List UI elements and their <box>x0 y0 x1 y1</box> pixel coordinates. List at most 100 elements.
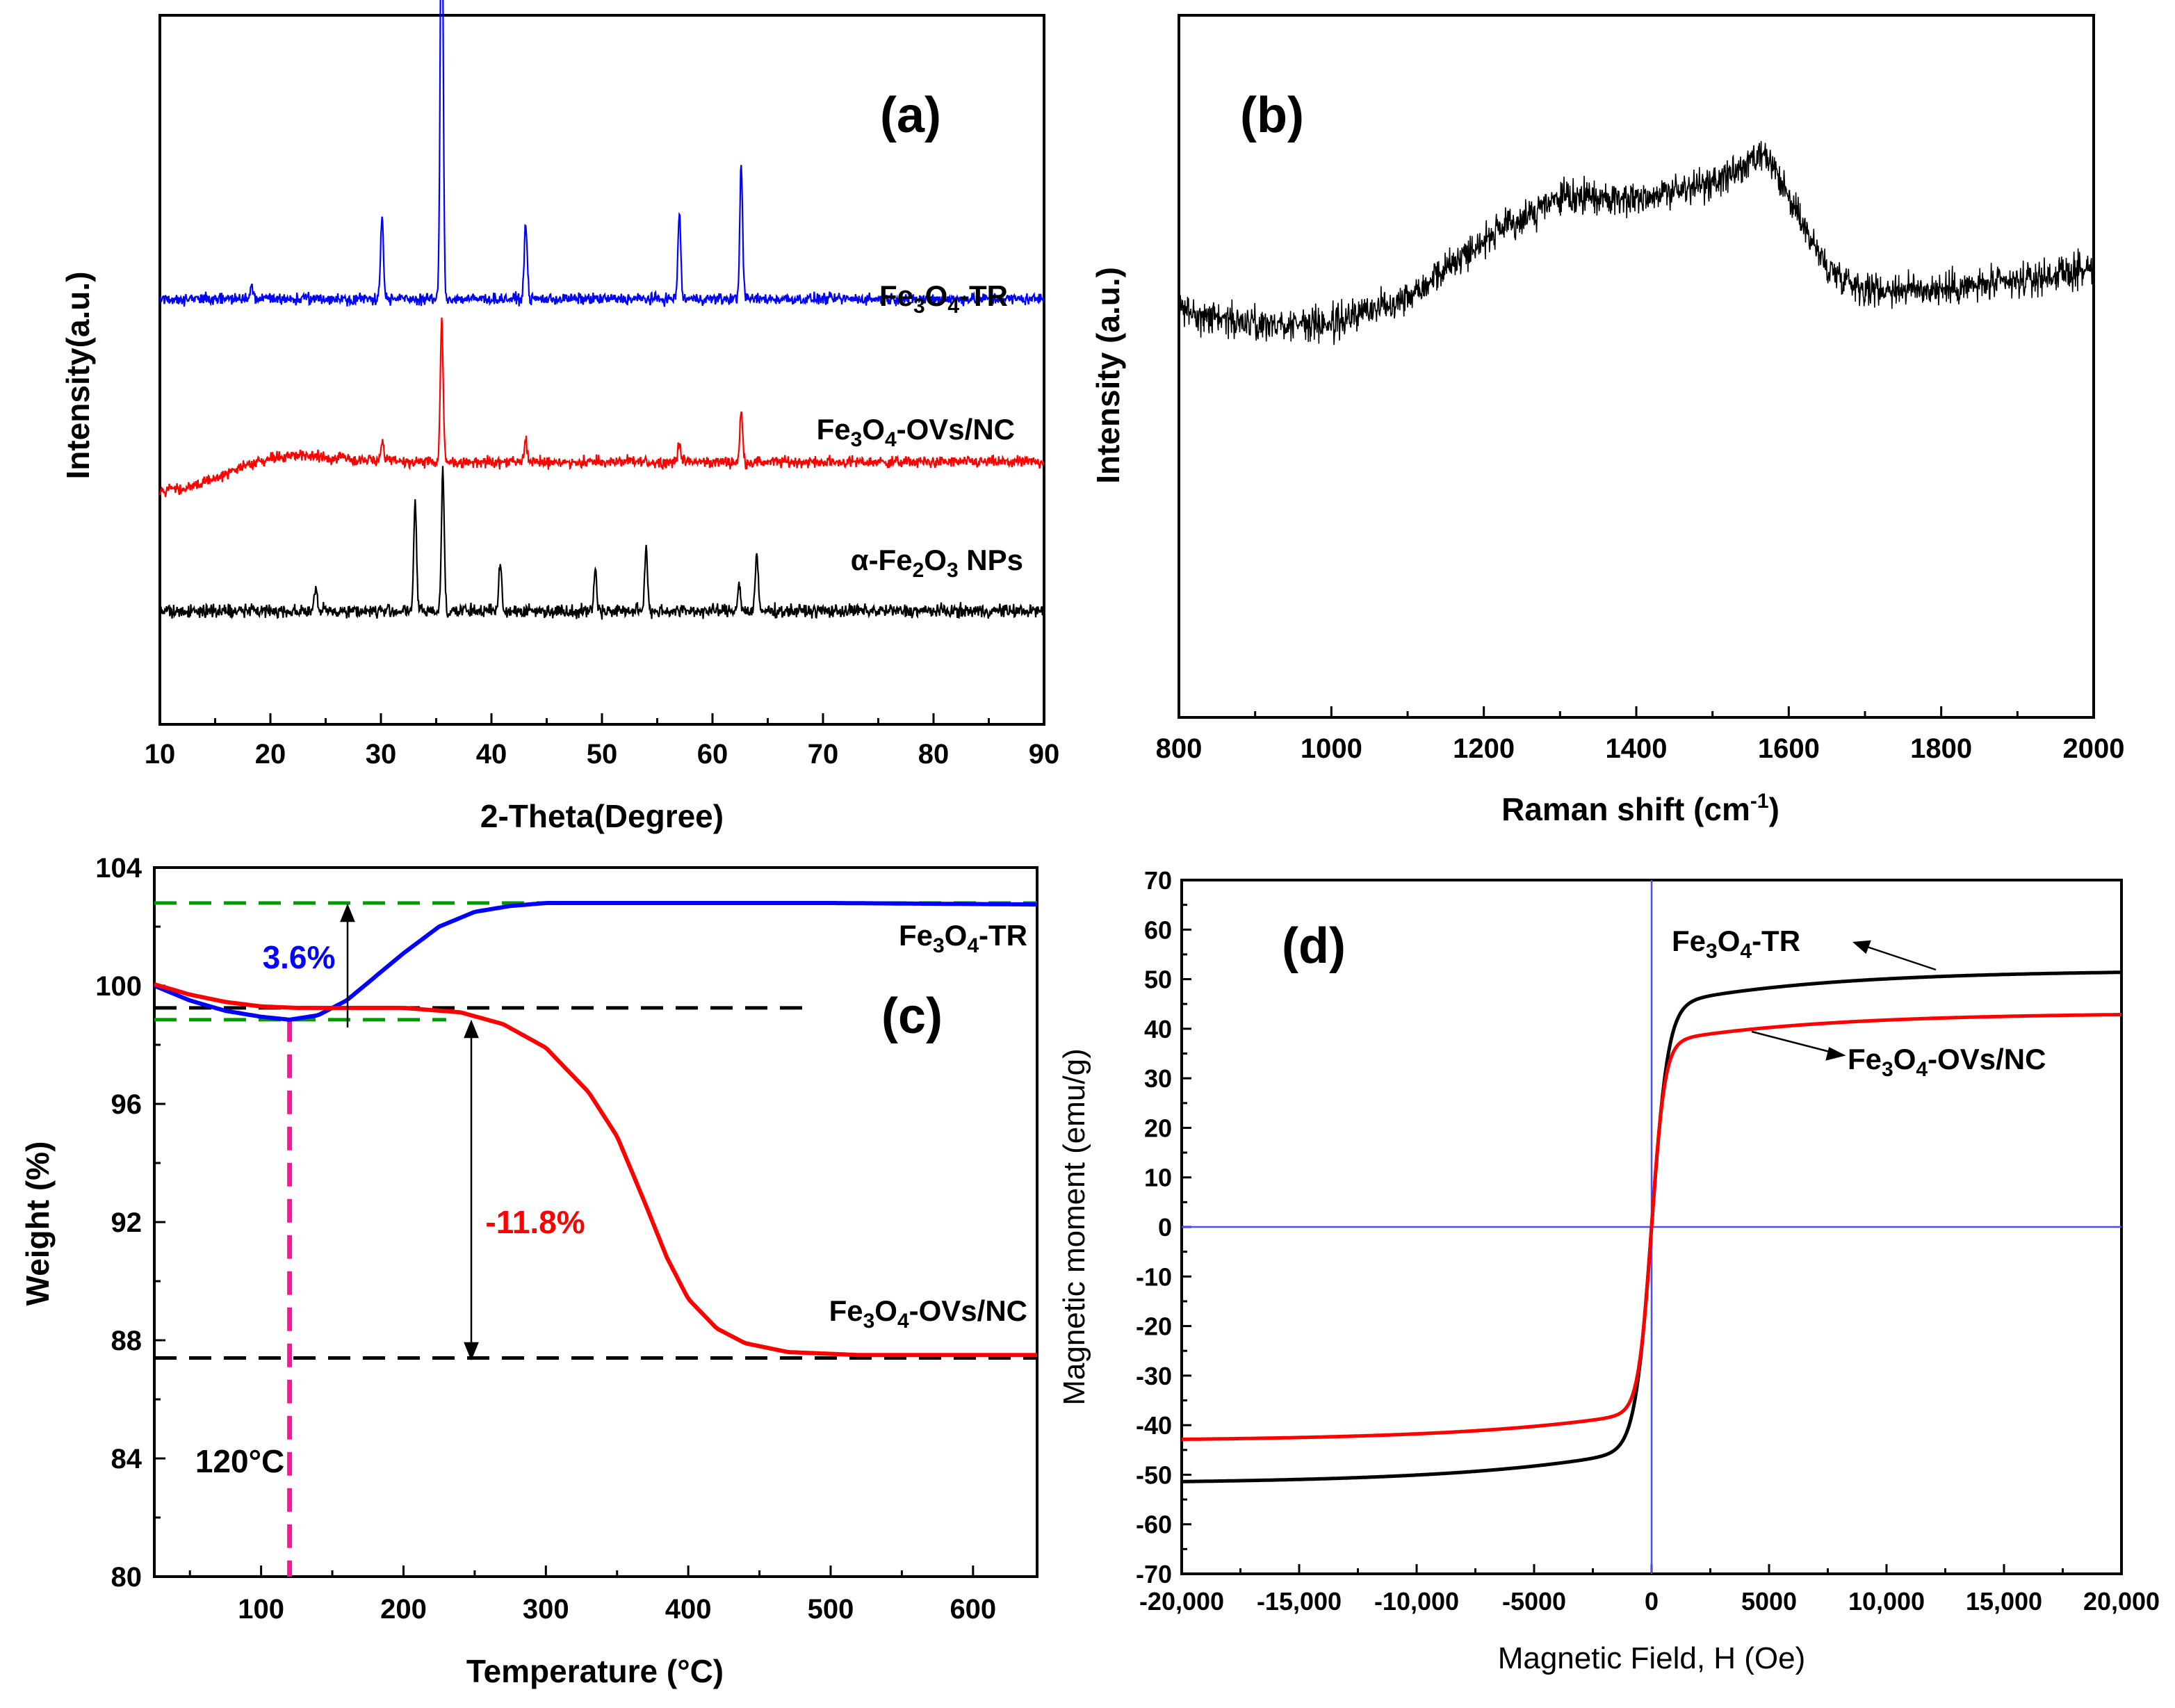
y-tick-label: 0 <box>1158 1213 1172 1242</box>
series-label-fe3o4-tr-c: Fe3O4-TR <box>899 919 1027 957</box>
x-tick-label: 2000 <box>2063 733 2125 764</box>
panel-a-series <box>158 0 1045 620</box>
y-tick-label: -10 <box>1136 1262 1172 1291</box>
xrd-series-fe3o4-tr <box>159 0 1045 307</box>
panel-b: 800 1000 1200 1400 1600 1800 2000 (b) Raman sh… <box>1090 14 2125 827</box>
panel-c: 100 200 300 400 500 600 80 84 88 92 96 100 104 (c) 3… <box>19 853 1038 1689</box>
x-tick-label: -10,000 <box>1374 1587 1459 1616</box>
panel-b-frame <box>1178 14 2095 719</box>
y-tick-label: -40 <box>1136 1411 1172 1440</box>
series-label-fe3o4-ovs-nc-d: Fe3O4-OVs/NC <box>1848 1043 2046 1081</box>
raman-series <box>1178 140 2094 345</box>
x-tick-label: 10,000 <box>1848 1587 1925 1616</box>
series-label-fe3o4-tr-a: Fe3O4-TR <box>879 279 1008 318</box>
mass-loss-arrowhead-bottom <box>464 1342 479 1361</box>
y-tick-label: -50 <box>1136 1461 1172 1489</box>
y-tick-label: 20 <box>1144 1114 1172 1142</box>
y-tick-label: -60 <box>1136 1511 1172 1539</box>
panel-c-arrows <box>340 903 479 1361</box>
y-tick-label: 100 <box>95 971 142 1002</box>
y-tick-label: -20 <box>1136 1312 1172 1341</box>
ovs-pointer-head <box>1825 1047 1846 1061</box>
y-tick-label: -30 <box>1136 1362 1172 1390</box>
y-tick-label: 84 <box>111 1444 142 1474</box>
x-tick-label: 600 <box>950 1594 996 1625</box>
x-tick-label: 20 <box>255 739 286 770</box>
panel-a-x-axis-label: 2-Theta(Degree) <box>480 798 724 834</box>
x-tick-label: -15,000 <box>1257 1587 1342 1616</box>
mass-loss-arrowhead-top <box>464 1019 479 1039</box>
mass-gain-arrowhead <box>340 903 355 922</box>
temperature-annotation: 120°C <box>195 1443 284 1479</box>
panel-d-y-axis-label: Magnetic moment (emu/g) <box>1057 1048 1091 1406</box>
panel-b-y-axis-label: Intensity (a.u.) <box>1090 267 1126 484</box>
panel-b-label: (b) <box>1240 88 1304 143</box>
y-tick-label: 70 <box>1144 866 1172 895</box>
panel-d-series <box>1182 970 2121 1483</box>
tga-series-fe3o4-ovs-nc <box>154 982 1037 1358</box>
y-tick-label: -70 <box>1136 1560 1172 1588</box>
x-tick-label: 15,000 <box>1966 1587 2042 1616</box>
panel-c-series <box>153 901 1037 1358</box>
mh-series-fe3o4-ovs-nc <box>1182 1013 2121 1441</box>
panel-c-x-axis-label: Temperature (°C) <box>466 1653 724 1689</box>
x-tick-label: 1000 <box>1301 733 1362 764</box>
panel-a-x-ticks: 10 20 30 40 50 60 70 80 90 <box>145 713 1060 770</box>
x-tick-label: 400 <box>665 1594 712 1625</box>
x-tick-label: 5000 <box>1741 1587 1797 1616</box>
xrd-series-alpha-fe2o3 <box>159 466 1045 620</box>
y-tick-label: 30 <box>1144 1064 1172 1093</box>
y-tick-label: 60 <box>1144 916 1172 944</box>
x-tick-label: 20,000 <box>2083 1587 2160 1616</box>
mass-loss-annotation: -11.8% <box>485 1204 585 1240</box>
panel-a-y-axis-label: Intensity(a.u.) <box>60 271 96 479</box>
panel-c-y-axis-label: Weight (%) <box>19 1141 56 1306</box>
x-tick-label: 60 <box>697 739 728 770</box>
xrd-series-fe3o4-ovs-nc <box>158 317 1045 498</box>
y-tick-label: 96 <box>111 1089 142 1120</box>
x-tick-label: 90 <box>1029 739 1060 770</box>
series-label-fe3o4-ovs-nc-c: Fe3O4-OVs/NC <box>829 1294 1027 1333</box>
y-tick-label: 80 <box>111 1562 142 1593</box>
mass-gain-annotation: 3.6% <box>263 939 336 975</box>
panel-d-ticks: -20,000 -15,000 -10,000 -5000 0 5000 10,000 15,… <box>1136 866 2160 1616</box>
x-tick-label: 1800 <box>1910 733 1972 764</box>
panel-d-arrows <box>1751 940 1937 1061</box>
x-tick-label: 800 <box>1156 733 1203 764</box>
panel-b-x-axis-label: Raman shift (cm-1) <box>1501 790 1779 827</box>
x-tick-label: 70 <box>808 739 839 770</box>
x-tick-label: 1600 <box>1758 733 1820 764</box>
y-tick-label: 88 <box>111 1326 142 1356</box>
x-tick-label: 1400 <box>1606 733 1668 764</box>
x-tick-label: 50 <box>587 739 618 770</box>
y-tick-label: 50 <box>1144 966 1172 994</box>
x-tick-label: 40 <box>476 739 507 770</box>
x-tick-label: -20,000 <box>1139 1587 1224 1616</box>
tr-pointer-head <box>1852 940 1871 954</box>
x-tick-label: 30 <box>366 739 397 770</box>
x-tick-label: 100 <box>238 1594 284 1625</box>
x-tick-label: 500 <box>808 1594 854 1625</box>
panel-d-label: (d) <box>1282 918 1346 974</box>
y-tick-label: 40 <box>1144 1015 1172 1043</box>
x-tick-label: -5000 <box>1502 1587 1566 1616</box>
y-tick-label: 104 <box>95 853 142 884</box>
panel-d: -20,000 -15,000 -10,000 -5000 0 5000 10,000 15,… <box>1057 866 2160 1675</box>
x-tick-label: 0 <box>1645 1587 1659 1616</box>
x-tick-label: 1200 <box>1453 733 1515 764</box>
series-label-fe3o4-ovs-nc-a: Fe3O4-OVs/NC <box>817 413 1015 451</box>
tr-pointer-line <box>1862 944 1937 971</box>
x-tick-label: 200 <box>380 1594 427 1625</box>
panel-a: 10 20 30 40 50 60 70 80 90 (a) 2-Theta(Degree) I… <box>60 0 1059 834</box>
x-tick-label: 10 <box>145 739 176 770</box>
panel-c-ticks: 100 200 300 400 500 600 80 84 88 92 96 100 104 <box>95 853 996 1625</box>
y-tick-label: 92 <box>111 1207 142 1238</box>
panel-c-label: (c) <box>881 989 943 1044</box>
panel-b-series <box>1178 140 2094 345</box>
y-tick-label: 10 <box>1144 1164 1172 1192</box>
x-tick-label: 300 <box>523 1594 569 1625</box>
panel-a-label: (a) <box>880 88 941 143</box>
x-tick-label: 80 <box>918 739 950 770</box>
tga-series-fe3o4-tr <box>153 901 1037 1022</box>
